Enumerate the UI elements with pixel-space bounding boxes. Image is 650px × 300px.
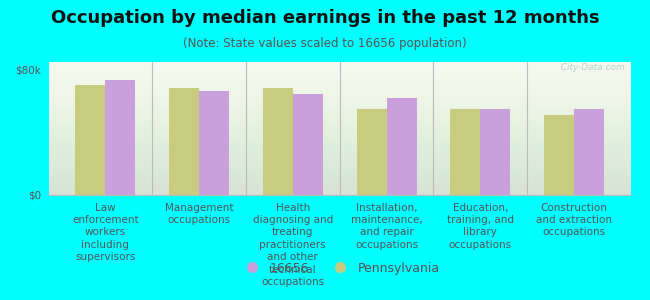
- Text: City-Data.com: City-Data.com: [555, 63, 625, 72]
- Bar: [105, 80, 135, 195]
- Bar: [356, 109, 387, 195]
- Text: Occupation by median earnings in the past 12 months: Occupation by median earnings in the pas…: [51, 9, 599, 27]
- Text: (Note: State values scaled to 16656 population): (Note: State values scaled to 16656 popu…: [183, 38, 467, 50]
- Legend: 16656, Pennsylvania: 16656, Pennsylvania: [235, 256, 445, 280]
- Bar: [450, 109, 480, 195]
- Bar: [544, 115, 574, 195]
- Bar: [169, 88, 199, 195]
- Bar: [292, 94, 323, 195]
- Bar: [263, 88, 292, 195]
- Bar: [75, 85, 105, 195]
- Bar: [574, 109, 604, 195]
- Bar: [199, 91, 229, 195]
- Bar: [387, 98, 417, 195]
- Bar: [480, 109, 510, 195]
